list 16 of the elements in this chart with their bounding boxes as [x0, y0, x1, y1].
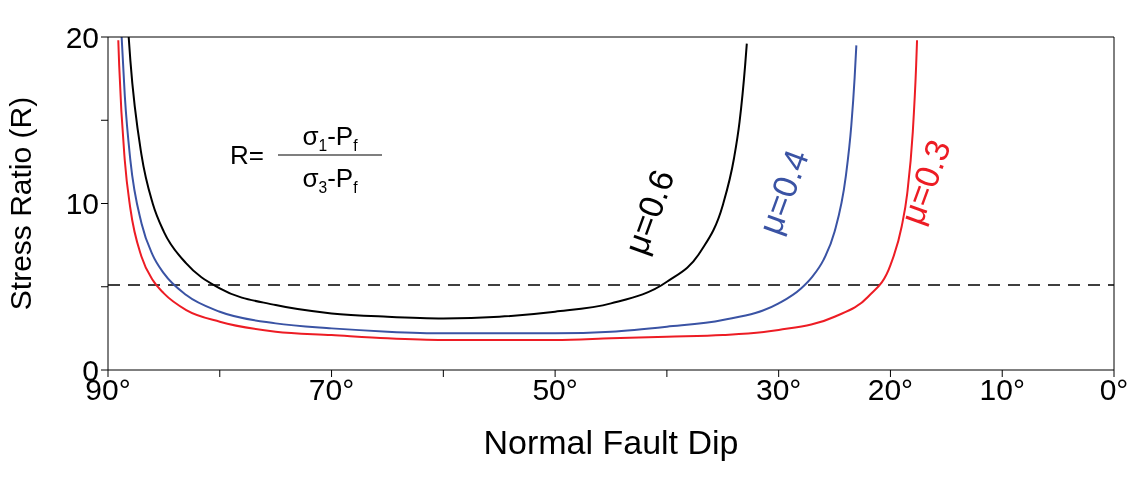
annotation: σ$_{3}$-P$_{f}$: [302, 163, 359, 196]
x-tick-label: 10°: [979, 373, 1025, 407]
x-tick-label: 20°: [867, 373, 914, 407]
text: μ=0.3: [892, 134, 958, 230]
x-tick-label: 30°: [755, 373, 802, 407]
x-tick-label: 50°: [532, 373, 578, 407]
annotation: σ$_{1}$-P$_{f}$: [302, 121, 359, 154]
y-tick-label: 20: [65, 20, 99, 54]
x-axis-title: Normal Fault Dip: [483, 423, 739, 461]
y-axis-title: Stress Ratio (R): [3, 96, 37, 311]
text: μ=0.6: [616, 164, 682, 260]
x-tick-label: 70°: [308, 373, 355, 407]
x-tick-label: 0°: [1099, 373, 1129, 407]
y-tick-label: 10: [65, 187, 99, 221]
text: μ=0.4: [750, 144, 816, 240]
annotation: R=: [230, 140, 264, 170]
